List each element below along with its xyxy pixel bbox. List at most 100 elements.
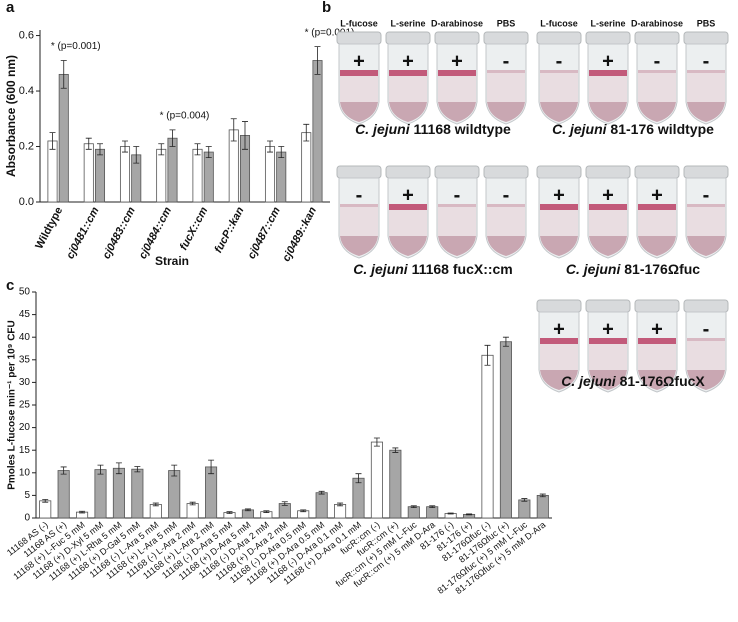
liquid [340,204,378,236]
sign: - [503,50,510,72]
pink-band [540,338,578,344]
error-bar [169,129,176,147]
error-bar [208,459,215,475]
bar [426,506,439,519]
error-bar [194,143,201,156]
tube-tip [638,370,676,390]
sign: + [602,50,614,72]
bar [119,146,131,203]
error-bar [189,501,196,506]
bar [264,146,276,203]
bar [481,354,494,519]
sign: + [602,184,614,206]
y-tick-label: 45 [19,309,31,320]
sign: - [703,184,710,206]
bar [276,151,287,203]
tube-cap [683,299,729,313]
bar [57,470,70,519]
bar [312,60,323,203]
bar [47,140,58,203]
error-bar [267,140,274,153]
tube-cap [434,165,480,179]
sign: - [703,318,710,340]
x-tick-label: Wildtype [33,205,65,251]
error-bar [539,493,546,498]
tube-header: D-arabinose [631,18,683,28]
sign: + [402,50,414,72]
tube-tip [540,236,578,256]
pink-band [687,204,725,207]
error-bar [410,505,417,509]
sign: - [454,184,461,206]
y-axis-label: Pmoles L-fucose min⁻¹ per 10⁹ CFU [7,320,18,490]
species: C. jejuni [566,261,622,277]
error-bar [122,140,129,153]
x-tick-label: cj0489::kan [280,205,319,264]
bar [370,441,383,519]
y-tick-label: 15 [19,445,31,456]
sign: + [451,50,463,72]
bar [94,469,107,519]
tube-cap [385,31,431,45]
y-tick-label: 0.2 [19,140,34,152]
tube-tip [487,236,525,256]
liquid [540,70,578,102]
tube-cap [536,165,582,179]
pink-band [438,70,476,76]
error-bar [278,146,285,159]
panel-letter: a [6,0,15,16]
tube-cap [634,165,680,179]
tube-header: D-arabinose [431,18,483,28]
tube-tip [540,370,578,390]
liquid [687,70,725,102]
error-bar [60,466,67,475]
error-bar [244,508,251,512]
strain: 11168 wildtype [414,121,511,137]
tube-cap [483,31,529,45]
liquid [487,70,525,102]
error-bar [300,509,307,513]
tube-caption: C. jejuni 81-176 wildtype [552,121,714,137]
y-tick-label: 5 [24,490,30,501]
liquid [687,338,725,370]
pink-band [340,204,378,207]
y-tick-label: 0.0 [19,196,34,208]
tube-tip [487,102,525,122]
x-tick-label: cj0487::cm [246,205,283,261]
bar [352,477,365,519]
error-bar [115,462,122,475]
bar [407,506,420,519]
error-bar [97,464,104,475]
bar [536,494,549,519]
tube-tip [389,236,427,256]
error-bar [337,502,344,507]
tube-header: L-fucose [340,18,378,28]
sign: + [553,184,565,206]
tube-cap [683,165,729,179]
error-bar [152,502,159,507]
tube-caption: C. jejuni 11168 fucX::cm [353,261,513,277]
sign: + [602,318,614,340]
x-tick-label: cj0484::cm [137,205,174,261]
tube-tip [340,236,378,256]
y-tick-label: 0.6 [19,29,34,41]
x-axis-label: Strain [155,254,189,268]
liquid [487,204,525,236]
tube-caption: C. jejuni 81-176Ωfuc [566,261,700,277]
tube-cap [483,165,529,179]
sign: - [654,50,661,72]
tube-cap [585,299,631,313]
pink-band [638,338,676,344]
tube-header: L-serine [390,18,425,28]
pink-band [540,70,578,73]
bar [301,132,312,203]
sign: - [703,50,710,72]
error-bar [314,46,321,75]
tube-tip [589,236,627,256]
tube-tip [687,236,725,256]
bar [389,449,402,519]
strain: 81-176Ωfuc [624,261,700,277]
y-tick-label: 35 [19,354,31,365]
y-tick-label: 0 [24,513,30,524]
strain: 81-176 wildtype [610,121,714,137]
